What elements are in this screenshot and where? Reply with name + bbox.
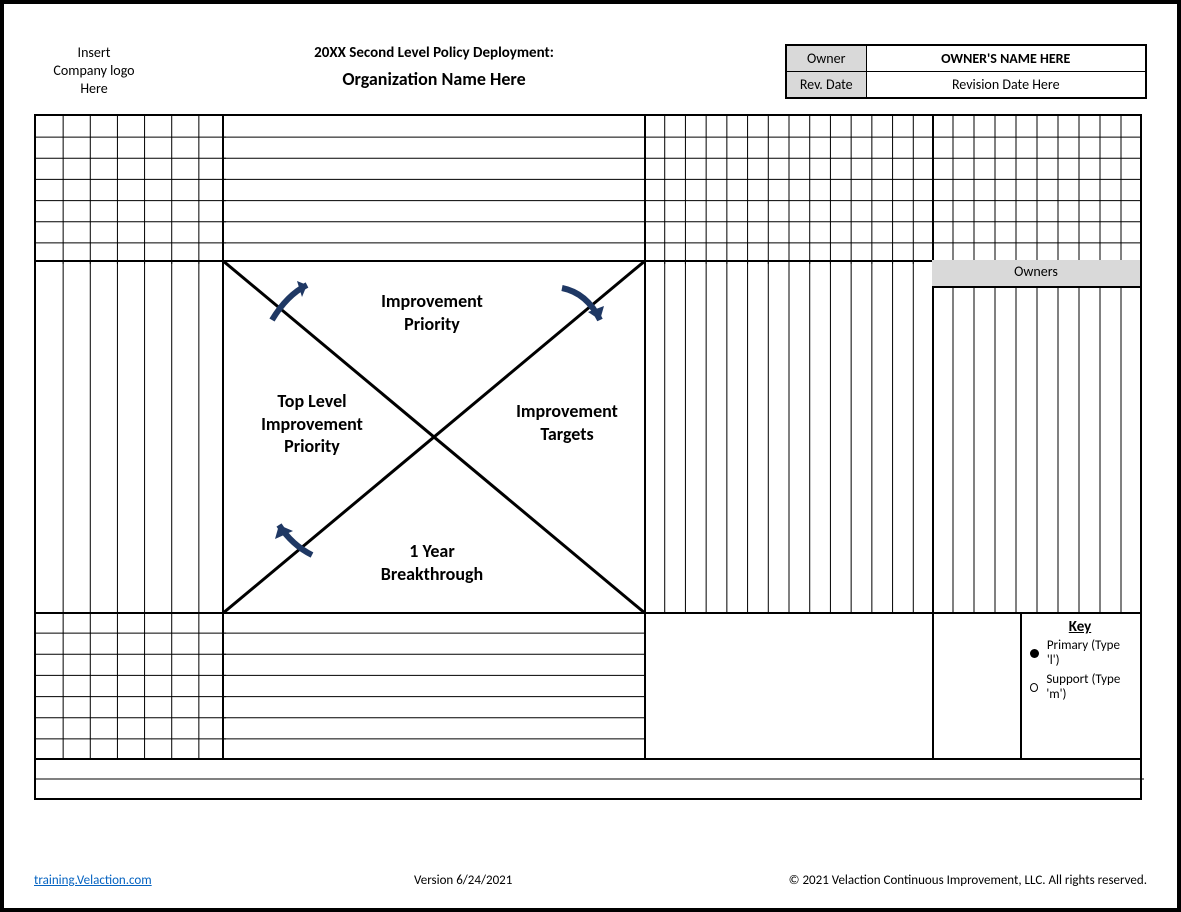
key-support-label: Support (Type 'm') [1046,672,1134,702]
footer-copyright: © 2021 Velaction Continuous Improvement,… [789,873,1147,888]
grid-lines [36,758,1144,800]
xmatrix-right-label: ImprovementTargets [492,400,642,445]
flow-arrow-icon [267,515,327,565]
grid-lines [222,116,646,264]
title-line-2: Organization Name Here [224,68,644,90]
title-line-1: 20XX Second Level Policy Deployment: [224,44,644,62]
grid-lines [36,116,226,264]
grid-lines [644,116,934,264]
footer-link[interactable]: training.Velaction.com [34,873,152,888]
owner-label: Owner [786,45,866,72]
xmatrix-left-label: Top LevelImprovementPriority [232,390,392,458]
grid-lines [644,260,934,614]
key-primary-label: Primary (Type 'l') [1047,638,1134,668]
policy-deployment-matrix: InsertCompany logoHere 20XX Second Level… [34,44,1147,888]
key-legend: Key Primary (Type 'l') Support (Type 'm'… [1020,612,1142,760]
grid-lines [36,612,226,760]
title-block: 20XX Second Level Policy Deployment: Org… [224,44,644,90]
flow-arrow-icon [552,278,612,328]
x-matrix: ImprovementPriority Top LevelImprovement… [222,260,646,614]
owner-value: OWNER'S NAME HERE [866,45,1146,72]
grid-lines [222,612,646,760]
grid-mid-right1 [644,260,934,614]
key-title: Key [1020,618,1140,636]
owner-info-table: Owner OWNER'S NAME HERE Rev. Date Revisi… [785,44,1147,99]
key-support-row: Support (Type 'm') [1020,670,1140,704]
grid-bot-right1b-blank [932,612,1022,760]
grid-top-left [34,114,224,262]
logo-placeholder: InsertCompany logoHere [34,44,154,99]
key-primary-row: Primary (Type 'l') [1020,636,1140,670]
grid-top-right1 [644,114,934,262]
grid-bot-mid [222,612,646,760]
revdate-label: Rev. Date [786,72,866,99]
grid-mid-left [34,260,224,614]
grid-lines [36,260,226,614]
grid-lines [932,116,1142,264]
xmatrix-bottom-label: 1 YearBreakthrough [342,540,522,585]
primary-marker-icon [1030,649,1039,658]
grid-top-mid [222,114,646,262]
grid-bot-right1-blank [644,612,934,760]
xmatrix-top-label: ImprovementPriority [342,290,522,335]
owners-header: Owners [932,260,1142,288]
owners-header-label: Owners [1014,263,1058,280]
grid-top-right2 [932,114,1142,262]
grid-lines [932,286,1142,614]
flow-arrow-icon [262,275,322,325]
grid-bot-left [34,612,224,760]
revdate-value: Revision Date Here [866,72,1146,99]
footer: training.Velaction.com Version 6/24/2021… [34,873,1147,888]
footer-version: Version 6/24/2021 [414,873,512,888]
logo-text: InsertCompany logoHere [53,44,134,97]
support-marker-icon [1030,683,1038,692]
grid-mid-right2 [932,286,1142,614]
bottom-gap-strip [34,758,1142,800]
